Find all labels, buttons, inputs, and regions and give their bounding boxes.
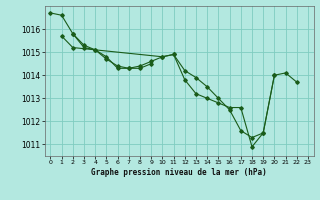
X-axis label: Graphe pression niveau de la mer (hPa): Graphe pression niveau de la mer (hPa): [91, 168, 267, 177]
